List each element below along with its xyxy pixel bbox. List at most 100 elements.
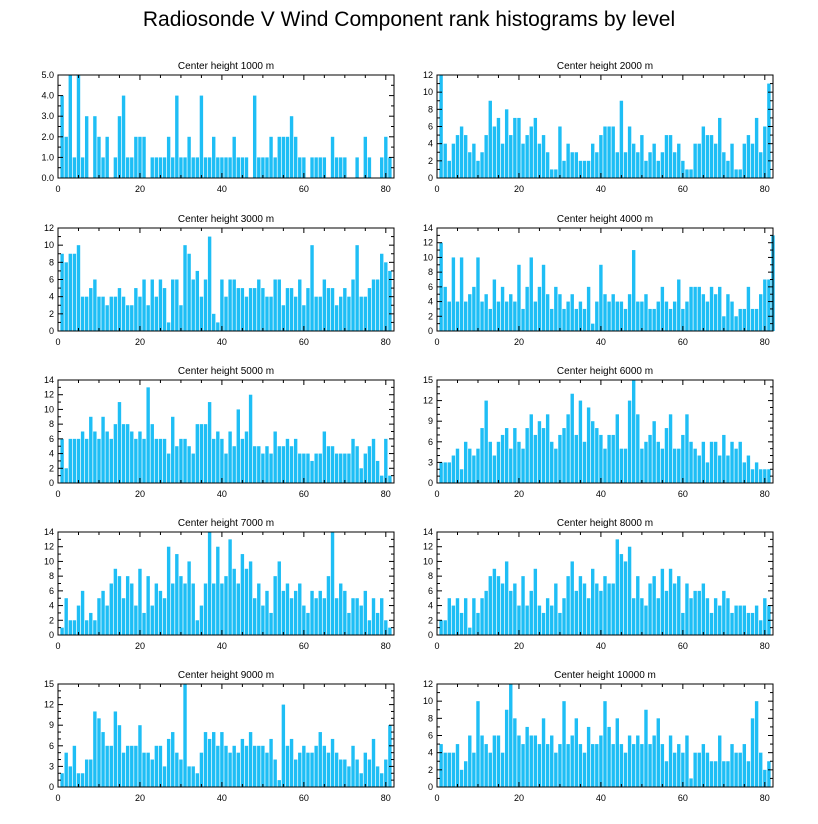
bar <box>121 752 126 787</box>
x-tick-label: 80 <box>760 793 770 803</box>
bar <box>355 245 359 331</box>
bar <box>496 117 501 178</box>
bar <box>179 438 183 483</box>
bar <box>248 561 253 635</box>
bar <box>285 438 290 483</box>
bar <box>611 744 615 787</box>
bar <box>84 620 89 635</box>
bar <box>550 308 554 331</box>
x-tick-label: 40 <box>217 337 227 347</box>
bar <box>388 270 392 331</box>
x-tick-label: 80 <box>760 641 770 651</box>
bar <box>130 431 134 483</box>
bar <box>521 744 525 787</box>
bar <box>754 462 759 483</box>
bar <box>644 605 648 635</box>
bar <box>713 761 718 787</box>
bar <box>537 421 542 483</box>
bar <box>562 428 566 483</box>
bar <box>236 288 240 331</box>
bar <box>293 759 298 787</box>
bar <box>363 590 368 635</box>
bar <box>68 766 72 787</box>
bar <box>216 745 220 787</box>
x-tick-label: 60 <box>299 641 309 651</box>
bar <box>603 701 607 787</box>
bar <box>689 778 693 787</box>
bar <box>142 612 146 635</box>
bar <box>640 135 644 178</box>
bar <box>484 744 488 787</box>
bar <box>347 612 351 635</box>
bar <box>599 264 603 331</box>
bar <box>207 236 212 331</box>
bar <box>228 752 232 787</box>
bar <box>459 612 464 635</box>
x-tick-label: 0 <box>434 489 439 499</box>
bar <box>652 308 656 331</box>
bar <box>652 735 656 787</box>
x-tick-label: 60 <box>678 489 688 499</box>
bar <box>203 583 208 635</box>
bar <box>619 448 624 483</box>
bar <box>130 305 134 331</box>
bar <box>742 143 747 178</box>
bar <box>72 745 77 787</box>
bar <box>121 424 126 483</box>
bar <box>80 590 85 635</box>
bar <box>252 288 257 331</box>
bar <box>298 279 302 331</box>
bar <box>212 136 216 178</box>
bar <box>509 684 513 787</box>
bar <box>175 95 179 178</box>
bar <box>375 612 380 635</box>
bar <box>664 301 669 331</box>
y-tick-label: 10 <box>423 696 433 706</box>
bar <box>334 598 339 635</box>
bar <box>599 735 603 787</box>
bar <box>240 738 245 787</box>
bar <box>582 308 587 331</box>
bar <box>187 446 191 483</box>
bar <box>89 288 93 331</box>
bar <box>339 583 343 635</box>
bar <box>388 157 392 178</box>
bar <box>672 152 677 178</box>
bar <box>517 264 521 331</box>
bar <box>468 735 472 787</box>
bar <box>97 296 101 331</box>
bar <box>207 532 212 635</box>
bar <box>541 135 546 178</box>
bar <box>513 301 517 331</box>
y-tick-label: 12 <box>423 542 433 552</box>
bar <box>273 431 277 483</box>
bar <box>660 152 665 178</box>
bar <box>541 612 546 635</box>
bar <box>558 434 562 483</box>
bar <box>355 446 359 483</box>
bar <box>175 554 179 635</box>
bar <box>277 561 281 635</box>
x-tick-label: 0 <box>434 337 439 347</box>
bar <box>705 135 710 178</box>
bar <box>269 738 273 787</box>
bar <box>693 752 697 787</box>
bar <box>611 294 615 331</box>
bar <box>672 583 677 635</box>
bar <box>93 711 97 787</box>
bar <box>517 735 521 787</box>
bar <box>318 157 322 178</box>
y-tick-label: 12 <box>44 700 54 710</box>
y-tick-label: 10 <box>44 240 54 250</box>
panel-title: Center height 8000 m <box>557 518 653 529</box>
x-tick-label: 20 <box>514 641 524 651</box>
plot-frame <box>436 379 774 484</box>
bar <box>89 759 93 787</box>
y-tick-label: 10 <box>423 556 433 566</box>
bar <box>80 157 85 178</box>
bar <box>212 438 216 483</box>
bar <box>322 598 327 635</box>
bar <box>701 294 706 331</box>
bar <box>179 157 183 178</box>
bar <box>562 598 566 635</box>
